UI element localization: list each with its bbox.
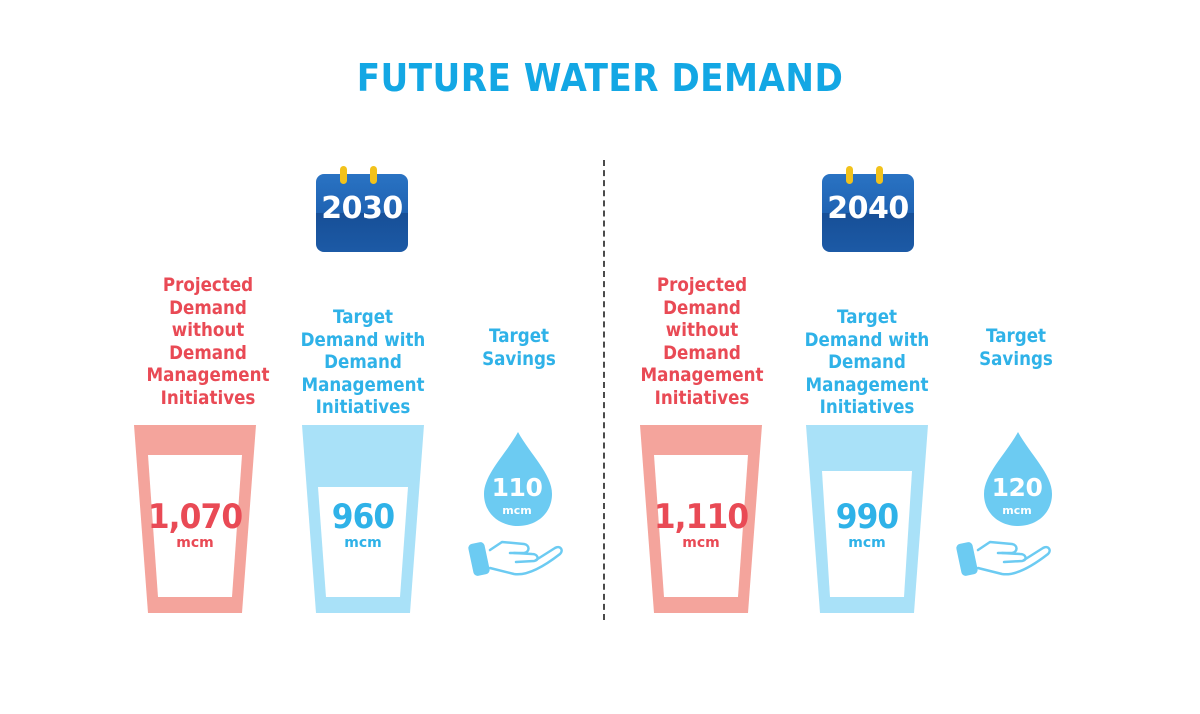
water-drop-icon (984, 432, 1052, 526)
projected-demand-value: 1,070 (147, 497, 243, 537)
target-savings-value: 110 (491, 473, 543, 502)
target-demand-unit: mcm (344, 535, 382, 551)
projected-demand-unit: mcm (682, 535, 720, 551)
glass-icon (640, 425, 762, 613)
target-savings-unit: mcm (1002, 504, 1032, 517)
open-hand-icon (468, 540, 563, 576)
glass-icon (134, 425, 256, 613)
target-demand-value: 990 (835, 497, 899, 537)
panel-divider (603, 160, 605, 620)
target-savings-graphic: 120 mcm (950, 428, 1060, 588)
page-title: FUTURE WATER DEMAND (356, 56, 844, 100)
projected-demand-label: Projected Demand without Demand Manageme… (146, 274, 270, 409)
open-hand-icon (956, 540, 1051, 576)
projected-demand-label: Projected Demand without Demand Manageme… (640, 274, 764, 409)
calendar-year: 2040 (827, 191, 909, 226)
target-demand-glass: 960 mcm (302, 425, 424, 613)
projected-demand-unit: mcm (176, 535, 214, 551)
target-savings-label: Target Savings (482, 325, 556, 370)
water-drop-icon (484, 432, 552, 526)
target-demand-glass: 990 mcm (806, 425, 928, 613)
target-savings-value: 120 (991, 473, 1043, 502)
target-savings-graphic: 110 mcm (462, 428, 572, 588)
projected-demand-glass: 1,070 mcm (134, 425, 256, 613)
projected-demand-glass: 1,110 mcm (640, 425, 762, 613)
target-demand-value: 960 (331, 497, 395, 537)
glass-icon (806, 425, 928, 613)
projected-demand-value: 1,110 (653, 497, 749, 537)
target-demand-label: Target Demand with Demand Management Ini… (804, 306, 930, 418)
target-demand-label: Target Demand with Demand Management Ini… (300, 306, 426, 418)
calendar-icon: 2040 (822, 166, 914, 252)
target-savings-unit: mcm (502, 504, 532, 517)
calendar-year: 2030 (321, 191, 403, 226)
target-savings-label: Target Savings (979, 325, 1053, 370)
calendar-icon: 2030 (316, 166, 408, 252)
target-demand-unit: mcm (848, 535, 886, 551)
glass-icon (302, 425, 424, 613)
